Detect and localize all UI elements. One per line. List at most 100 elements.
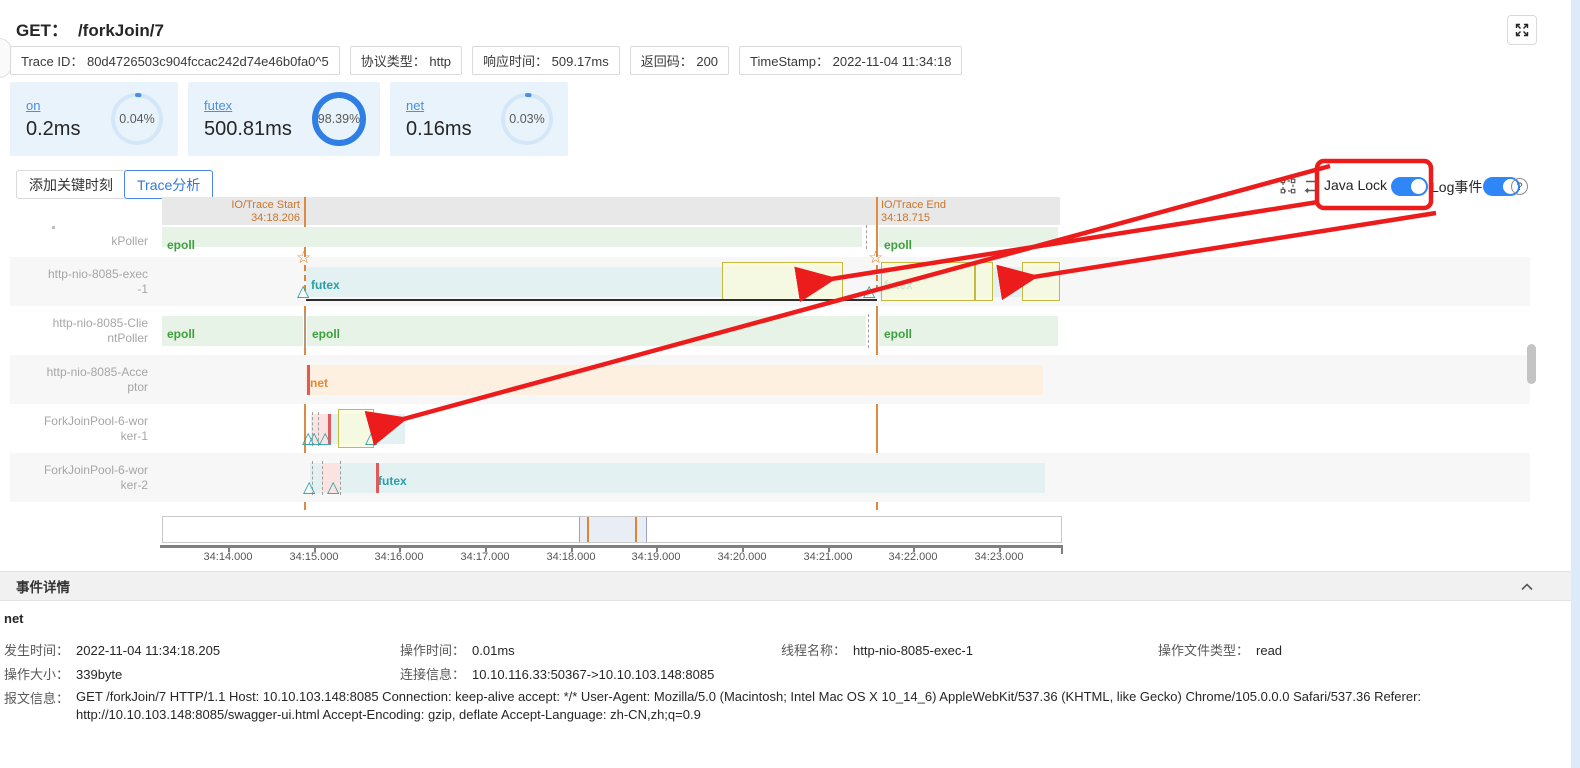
java-lock-box[interactable] [881, 262, 975, 301]
timeline-minimap[interactable] [162, 516, 1062, 543]
add-key-moment-button[interactable]: 添加关键时刻 [16, 170, 126, 199]
detail-field: 操作时间： 0.01ms [400, 640, 515, 659]
detail-field: 线程名称： http-nio-8085-exec-1 [781, 640, 973, 659]
fullscreen-button[interactable] [1507, 15, 1537, 45]
axis-tick-label: 34:20.000 [717, 551, 767, 563]
key-moment-star-icon[interactable]: ☆ [296, 248, 312, 267]
axis-tick-label: 34:18.000 [546, 551, 596, 563]
axis-tick-label: 34:14.000 [203, 551, 253, 563]
io-event-marker-icon[interactable]: △ [327, 479, 340, 496]
axis-tick [742, 545, 744, 552]
event-tick[interactable] [376, 463, 379, 493]
detail-field: 连接信息： 10.10.116.33:50367->10.10.103.148:8… [400, 664, 714, 683]
meta-badge: TimeStamp： 2022-11-04 11:34:18 [739, 46, 963, 75]
detail-value: 339byte [76, 667, 123, 682]
metric-text: on 0.2ms [26, 97, 80, 141]
segment-label: net [310, 376, 328, 390]
io-event-marker-icon[interactable]: △ [308, 430, 321, 447]
segment-label: futex [311, 278, 340, 292]
metric-name-link[interactable]: futex [204, 98, 233, 113]
trace-segment-epoll[interactable]: epoll [879, 316, 1058, 346]
trace-segment-epoll[interactable]: epoll [307, 316, 866, 346]
marquee-select-icon[interactable] [1279, 177, 1297, 195]
metric-value: 0.2ms [26, 118, 81, 140]
axis-tick [314, 545, 316, 552]
detail-value: http-nio-8085-exec-1 [853, 643, 973, 658]
axis-tick-label: 34:19.000 [631, 551, 681, 563]
metric-value: 500.81ms [204, 118, 292, 140]
axis-tick [571, 545, 573, 552]
trace-segment-epoll[interactable]: epoll [162, 227, 862, 251]
meta-badge: Trace ID： 80d4726503c904fccac242d74e46b0… [10, 46, 340, 75]
request-method: GET： [16, 21, 68, 40]
io-event-marker-icon[interactable]: △ [365, 430, 378, 447]
metric-donut: 0.03% [498, 90, 556, 148]
metric-card: on 0.2ms 0.04% [10, 82, 178, 156]
metric-text: futex 500.81ms [204, 97, 292, 141]
axis-tick [999, 545, 1001, 552]
detail-field: 操作文件类型： read [1158, 640, 1282, 659]
segment-label: epoll [167, 327, 196, 341]
metric-name-link[interactable]: on [26, 98, 41, 113]
event-tick[interactable] [307, 365, 310, 395]
detail-field: 发生时间： 2022-11-04 11:34:18.205 [4, 640, 220, 659]
metric-percent: 98.39% [317, 112, 361, 126]
java-lock-toggle[interactable] [1391, 177, 1428, 196]
trace-analysis-button[interactable]: Trace分析 [124, 170, 214, 199]
request-path: /forkJoin/7 [77, 21, 164, 40]
metric-name-link[interactable]: net [406, 98, 425, 113]
trace-timeline-chart: IO/Trace Start 34:18.206 IO/Trace End 34:18… [0, 197, 1580, 563]
detail-value: 10.10.116.33:50367->10.10.103.148:8085 [472, 667, 715, 682]
axis-tick [913, 545, 915, 552]
collapse-chevron-icon[interactable] [1519, 579, 1535, 595]
axis-tick [828, 545, 830, 552]
event-details-header[interactable]: 事件详情 [0, 571, 1571, 601]
thread-label: http-nio-8085-exec -1 [47, 266, 148, 296]
axis-tick [1061, 545, 1063, 554]
metric-text: net 0.16ms [406, 97, 472, 141]
io-event-marker-icon[interactable]: △ [319, 430, 332, 447]
segment-divider [866, 225, 867, 249]
vertical-scrollbar-thumb[interactable] [1527, 344, 1536, 384]
log-event-label: Log事件 [1431, 179, 1483, 195]
help-icon[interactable]: ? [1511, 178, 1528, 195]
sched-wait-segment [322, 463, 340, 493]
metric-donut: 0.04% [108, 90, 166, 148]
segment-divider [312, 461, 313, 495]
segment-label: epoll [312, 327, 341, 341]
trace-segment-futex[interactable]: futex [310, 463, 1045, 493]
java-lock-box[interactable] [1022, 262, 1060, 301]
key-moment-star-icon[interactable]: ☆ [868, 248, 884, 267]
segment-divider [318, 412, 319, 446]
io-event-marker-icon[interactable]: △ [303, 479, 316, 496]
segment-divider [312, 412, 313, 446]
segment-label: epoll [884, 327, 913, 341]
minimap-start-line [587, 517, 589, 542]
event-metric-cards: on 0.2ms 0.04% futex 500.81ms 98.39% net 0.16ms… [10, 82, 568, 156]
io-event-marker-icon[interactable]: △ [863, 283, 876, 300]
event-tick[interactable] [328, 414, 331, 444]
trace-segment-epoll[interactable]: epoll [879, 227, 1058, 251]
io-event-marker-icon[interactable]: △ [302, 430, 315, 447]
trace-start-line [304, 197, 306, 510]
marker-connector [876, 265, 878, 291]
detail-label: 线程名称： [781, 643, 847, 658]
axis-tick [228, 545, 230, 552]
detail-value: read [1256, 643, 1283, 658]
java-lock-box[interactable] [722, 262, 843, 301]
axis-tick-label: 34:16.000 [374, 551, 424, 563]
toggle-knob [1411, 179, 1426, 194]
detail-label: 操作时间： [400, 643, 466, 658]
trace-segment-epoll[interactable]: epoll [162, 316, 303, 346]
io-event-marker-icon[interactable]: △ [297, 283, 310, 300]
segment-label: epoll [167, 238, 196, 252]
java-lock-box[interactable] [975, 262, 993, 301]
message-label: 报文信息： [4, 691, 70, 706]
trace-segment-net[interactable]: net [305, 365, 1043, 395]
detail-label: 操作大小： [4, 667, 70, 682]
reset-region-icon[interactable] [1302, 177, 1320, 195]
thread-label: http-nio-8085-Clie ntPoller [52, 315, 148, 345]
java-lock-label: Java Lock [1324, 177, 1388, 193]
trace-meta-badges: Trace ID： 80d4726503c904fccac242d74e46b0… [10, 46, 963, 75]
axis-tick-label: 34:22.000 [888, 551, 938, 563]
